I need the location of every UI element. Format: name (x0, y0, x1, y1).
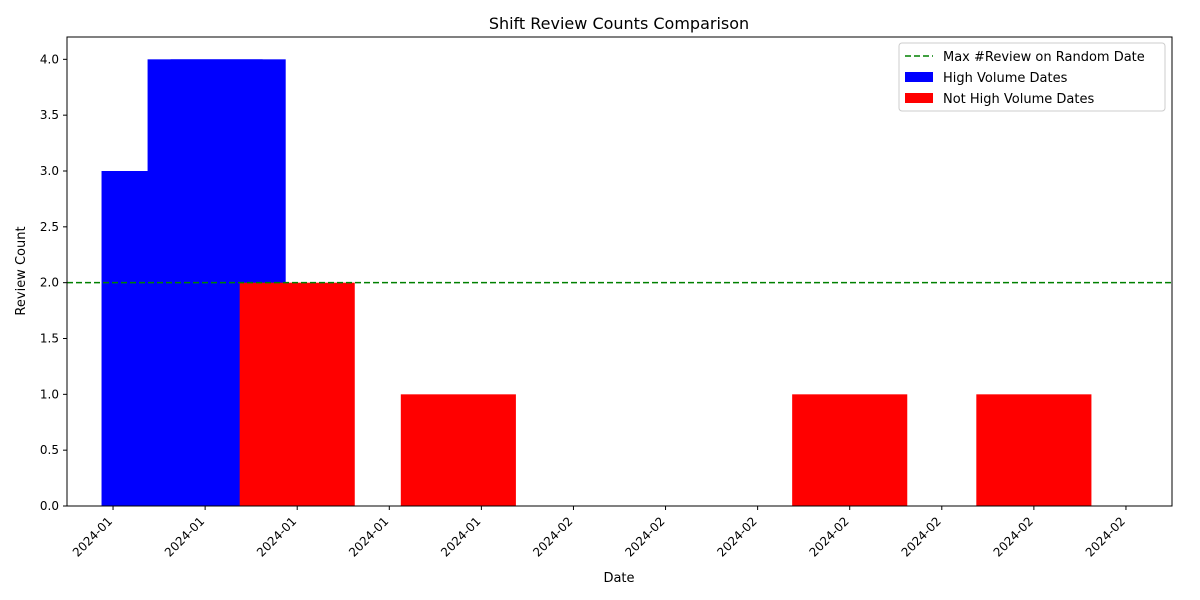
chart-title: Shift Review Counts Comparison (489, 14, 749, 33)
legend: Max #Review on Random Date High Volume Da… (898, 42, 1166, 112)
x-tick-label: 2024-01 (254, 514, 299, 559)
x-tick-label: 2024-02 (714, 514, 759, 559)
x-tick-label: 2024-01 (162, 514, 207, 559)
x-axis: 2024-01 2024-01 2024-01 2024-01 2024-01 2024-… (70, 506, 1128, 560)
x-tick-label: 2024-01 (438, 514, 483, 559)
y-tick-label: 2.5 (40, 220, 59, 234)
x-tick-label: 2024-02 (1083, 514, 1128, 559)
y-axis-label: Review Count (14, 226, 29, 315)
y-tick-label: 2.0 (40, 276, 59, 290)
legend-swatch-patch (905, 72, 933, 82)
y-tick-label: 3.0 (40, 164, 59, 178)
legend-swatch-patch (905, 93, 933, 103)
bar-series-1-point-1 (400, 394, 516, 506)
y-tick-label: 1.5 (40, 332, 59, 346)
legend-label: High Volume Dates (943, 71, 1068, 86)
x-tick-label: 2024-01 (346, 514, 391, 559)
x-tick-label: 2024-01 (70, 514, 115, 559)
legend-label: Max #Review on Random Date (943, 50, 1145, 65)
x-tick-label: 2024-02 (991, 514, 1036, 559)
y-tick-label: 4.0 (40, 52, 59, 66)
x-tick-label: 2024-02 (622, 514, 667, 559)
x-tick-label: 2024-02 (899, 514, 944, 559)
x-axis-label: Date (603, 571, 634, 586)
y-tick-label: 0.0 (40, 499, 59, 513)
y-axis: 0.0 0.5 1.0 1.5 2.0 2.5 3.0 3.5 4.0 (40, 52, 67, 513)
plot-frame (66, 36, 1173, 507)
bar-series-1-point-2 (792, 394, 908, 506)
y-tick-label: 3.5 (40, 108, 59, 122)
bar-series-1-point-0 (239, 282, 355, 506)
bar-series-1-point-3 (976, 394, 1092, 506)
y-tick-label: 0.5 (40, 443, 59, 457)
y-tick-label: 1.0 (40, 387, 59, 401)
legend-box (898, 42, 1166, 112)
legend-label: Not High Volume Dates (943, 92, 1094, 107)
x-tick-label: 2024-02 (530, 514, 575, 559)
x-tick-label: 2024-02 (806, 514, 851, 559)
